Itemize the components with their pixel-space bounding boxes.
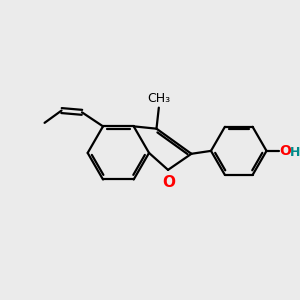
Text: O: O	[279, 144, 291, 158]
Text: O: O	[162, 175, 175, 190]
Text: CH₃: CH₃	[147, 92, 170, 105]
Text: H: H	[290, 146, 300, 158]
